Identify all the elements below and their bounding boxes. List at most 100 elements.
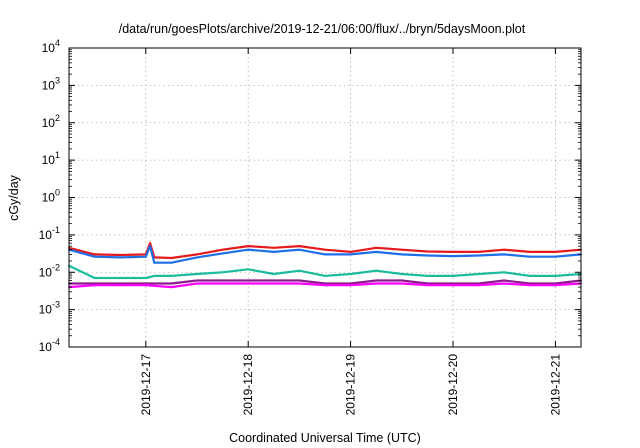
series-point — [93, 282, 96, 285]
series-point — [93, 277, 96, 279]
series-point — [452, 284, 454, 287]
series-point — [349, 253, 352, 256]
series-point — [221, 271, 224, 274]
series-point — [554, 255, 557, 258]
series-point — [528, 282, 531, 285]
series-point — [528, 250, 531, 253]
series-point — [477, 284, 480, 287]
series-point — [149, 242, 152, 245]
series-point — [554, 284, 557, 287]
x-tick-label: 2019-12-21 — [548, 354, 562, 416]
series-point — [528, 284, 531, 287]
series-point — [477, 250, 480, 253]
series-point — [503, 279, 506, 282]
series-point — [375, 246, 378, 249]
series-point — [452, 282, 454, 285]
series-point — [196, 256, 198, 259]
y-tick-label: 10-4 — [39, 337, 60, 354]
series-point — [170, 257, 173, 259]
series-point — [196, 282, 198, 285]
series-point — [170, 274, 173, 277]
series-point — [503, 282, 506, 285]
series-point — [452, 274, 454, 277]
series-point — [349, 282, 352, 285]
series-point — [324, 282, 326, 285]
series-point — [93, 253, 96, 256]
series-point — [93, 255, 96, 258]
series-point — [272, 273, 275, 275]
y-tick-label: 101 — [42, 150, 60, 167]
x-tick-label: 2019-12-17 — [139, 354, 153, 416]
series-point — [221, 248, 224, 251]
y-axis-label: cGy/day — [7, 174, 21, 221]
series-point — [298, 245, 301, 248]
series-point — [503, 248, 506, 251]
series-point — [477, 273, 480, 275]
series-point — [153, 274, 156, 277]
series-point — [272, 279, 275, 282]
grid — [69, 48, 581, 347]
series-point — [324, 284, 326, 287]
series-point — [400, 273, 403, 275]
series-point — [93, 284, 96, 287]
series-point — [221, 282, 224, 285]
series-point — [272, 246, 275, 249]
series-point — [170, 261, 173, 264]
x-axis-label: Coordinated Universal Time (UTC) — [229, 431, 421, 445]
series-point — [247, 279, 250, 282]
series-point — [375, 269, 378, 272]
y-tick-label: 10-3 — [39, 300, 60, 317]
x-tick-label: 2019-12-19 — [344, 354, 358, 416]
series-point — [196, 279, 198, 282]
series-point — [426, 274, 429, 277]
series-point — [221, 252, 224, 255]
series-point — [144, 277, 147, 279]
series-point — [119, 256, 122, 259]
series-point — [400, 253, 403, 256]
series-point — [221, 279, 224, 282]
series-point — [554, 250, 557, 253]
y-tick-label: 10-1 — [39, 225, 60, 242]
series-point — [144, 255, 147, 258]
series-point — [272, 250, 275, 253]
x-tick-label: 2019-12-18 — [241, 354, 255, 416]
y-tick-label: 100 — [42, 188, 60, 205]
series-point — [426, 250, 429, 253]
series-point — [528, 255, 531, 258]
x-tick-label: 2019-12-20 — [446, 354, 460, 416]
series-point — [452, 255, 454, 258]
series-point — [375, 279, 378, 282]
series-point — [196, 253, 198, 256]
series-point — [247, 282, 250, 285]
series-point — [477, 254, 480, 257]
series-point — [400, 248, 403, 251]
series-point — [324, 248, 326, 251]
axis-ticks: 10-4 10-3 10-2 10-1 100 101 102 103 104 2019-12-1… — [39, 38, 581, 415]
series-point — [528, 274, 531, 277]
series-point — [426, 284, 429, 287]
series-point — [247, 245, 250, 248]
series-point — [170, 282, 173, 285]
series-point — [503, 253, 506, 256]
series-lines — [68, 242, 582, 289]
series-point — [298, 248, 301, 251]
series-point — [119, 282, 122, 285]
y-tick-label: 102 — [42, 113, 60, 130]
series-line — [68, 264, 582, 280]
series-point — [349, 250, 352, 253]
series-point — [426, 254, 429, 257]
series-point — [298, 282, 301, 285]
series-point — [349, 284, 352, 287]
y-tick-label: 103 — [42, 75, 60, 92]
series-point — [452, 250, 454, 253]
series-point — [324, 253, 326, 256]
series-point — [426, 282, 429, 285]
series-point — [554, 274, 557, 277]
series-point — [144, 282, 147, 285]
series-point — [119, 284, 122, 287]
series-point — [375, 282, 378, 285]
series-point — [153, 261, 156, 264]
series-point — [477, 282, 480, 285]
series-point — [170, 286, 173, 289]
